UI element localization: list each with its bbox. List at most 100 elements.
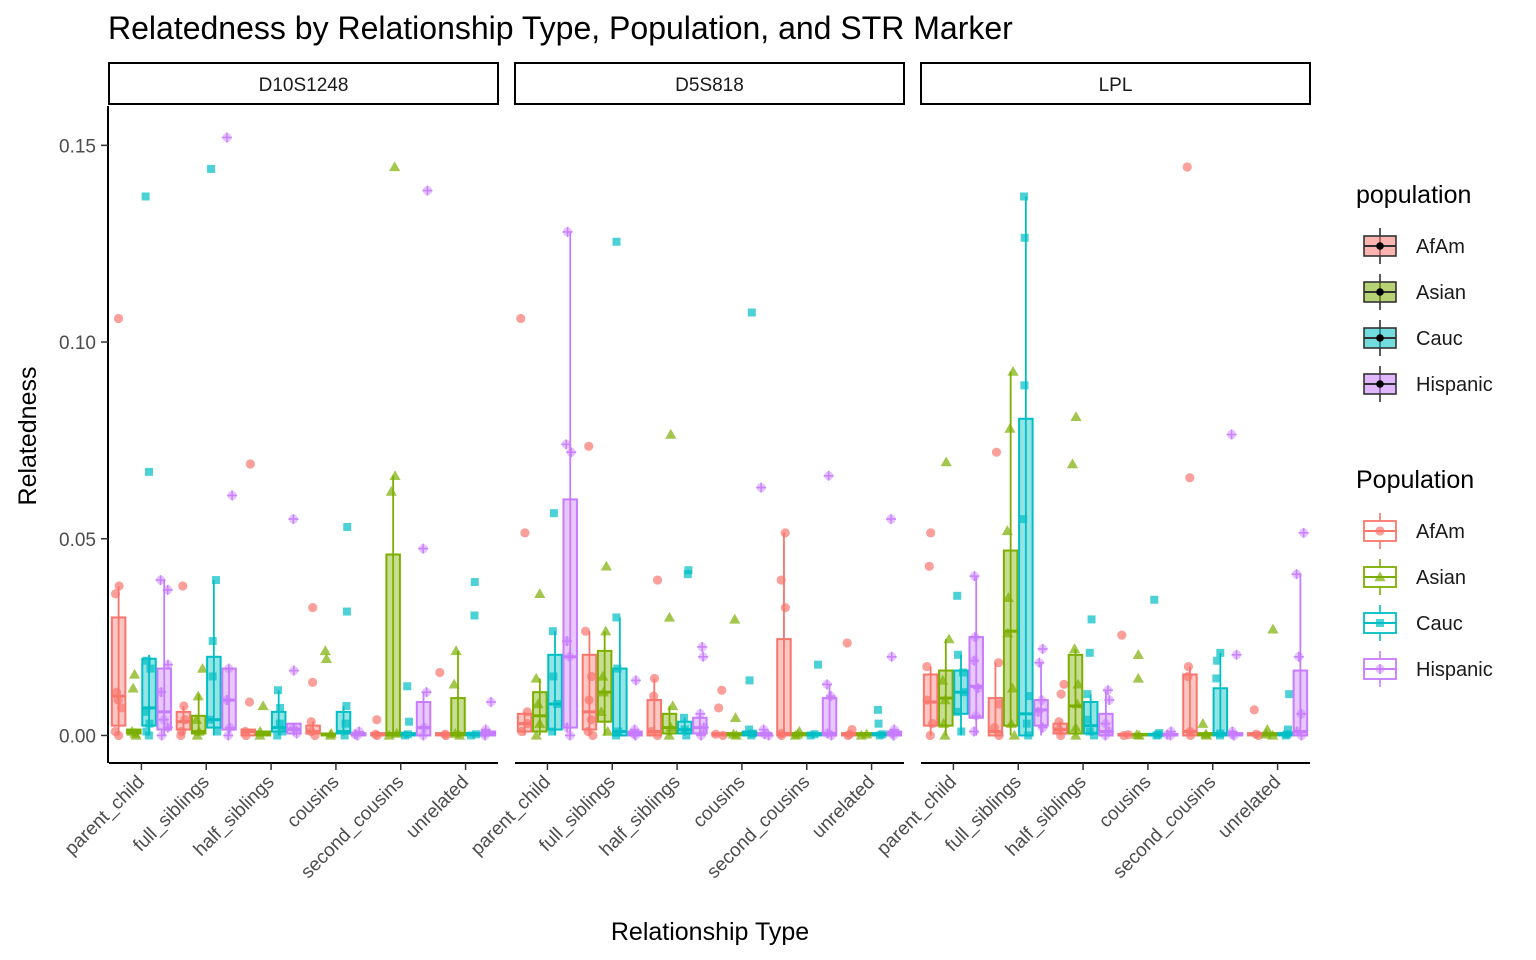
point-0 [1020,192,1029,201]
box-LPL-full_siblings-Cauc [1018,192,1034,740]
point-2 [385,485,397,496]
point-0 [196,662,209,673]
point-4 [747,731,756,740]
legend-key-1-Hispanic [1363,651,1397,687]
point-0 [128,668,141,679]
point-1 [227,490,238,501]
point-0-cross [486,697,497,708]
point-2 [825,691,836,702]
point-0-cross [562,226,573,237]
box-D5S818-second_cousins-Cauc [806,660,823,740]
point-1 [993,658,1004,668]
point-5 [939,729,951,740]
point-3 [730,729,742,740]
box-D5S818-cousins-Asian [726,613,743,740]
point-0 [403,682,412,691]
box-D10S1248-second_cousins-AfAm [370,715,386,741]
point-4 [1056,730,1066,741]
facet-LPL: LPLparent_childfull_siblingshalf_sibling… [873,62,1311,883]
point-1 [212,576,221,585]
point-4-cross [1037,722,1048,733]
point-3 [630,730,641,741]
point-7 [117,703,127,713]
point-2 [180,715,190,725]
point-0 [665,428,677,439]
box-D10S1248-half_siblings-Asian [254,700,272,740]
point-4 [548,727,557,736]
point-1 [342,607,351,616]
point-3-cross [156,687,167,698]
point-3 [467,731,476,740]
point-0 [991,447,1002,457]
point-1 [745,676,754,685]
box-D10S1248-full_siblings-Asian [190,662,209,740]
point-5 [969,726,980,737]
point-0 [155,575,166,586]
point-4 [971,710,982,721]
point-2 [586,671,597,682]
box-body [547,653,563,731]
point-1 [561,439,572,450]
point-2 [1165,730,1176,741]
point-1 [418,543,429,554]
legend-label-1-Cauc: Cauc [1416,613,1463,635]
point-0 [1216,648,1225,657]
point-2 [1253,730,1264,741]
box-LPL-second_cousins-AfAm [1182,162,1198,741]
box-D5S818-half_siblings-Asian [661,428,679,740]
point-4-cross [224,722,235,733]
point-0 [1298,527,1309,538]
point-4 [158,714,169,725]
legend-label-0-Asian: Asian [1416,282,1466,304]
point-2-cross [223,663,234,674]
point-1 [320,653,333,663]
point-4-cross [695,730,706,741]
point-0 [389,161,401,172]
box-D5S818-cousins-AfAm [711,685,728,741]
point-1 [663,611,676,622]
box-LPL-cousins-Hispanic [1162,726,1179,741]
point-6 [110,726,120,737]
key-shape [1375,664,1385,674]
point-0-cross [288,514,299,525]
point-2 [223,663,234,674]
point-2 [110,589,121,599]
point-0 [600,560,612,571]
facet-strip-label-D10S1248: D10S1248 [259,75,349,96]
point-2 [549,672,558,681]
point-4 [224,722,235,733]
box-D10S1248-half_siblings-Hispanic [286,514,302,739]
box-body [1067,653,1084,735]
box-body [1212,687,1229,737]
point-0 [470,578,479,587]
box-D10S1248-full_siblings-Cauc [206,164,222,736]
box-LPL-full_siblings-Asian [1001,365,1020,740]
point-1 [470,611,479,620]
point-0 [221,132,232,143]
point-1 [943,633,955,644]
point-0 [319,645,331,656]
point-0 [652,575,663,585]
point-0-cross [756,482,767,493]
point-5 [1185,730,1196,741]
point-1-cross [969,632,980,643]
legends: populationAfAmAsianCaucHispanicPopulatio… [1356,181,1493,687]
point-0 [549,509,558,518]
legend-label-1-Hispanic: Hispanic [1416,659,1493,681]
point-3 [939,694,951,705]
point-3-cross [763,730,774,741]
point-2 [288,722,299,733]
point-2-cross [1100,718,1111,729]
point-0-cross [1298,527,1309,538]
box-D10S1248-cousins-Asian [319,645,337,740]
box-LPL-half_siblings-Hispanic [1098,685,1115,741]
point-1-cross [561,439,572,450]
point-0 [1007,365,1019,376]
box-D5S818-unrelated-Cauc [871,705,887,740]
point-0 [780,528,790,538]
point-0 [257,700,269,711]
box-D5S818-cousins-Cauc [741,308,758,740]
point-0 [178,581,188,591]
point-2 [1100,718,1111,729]
point-1 [179,701,189,711]
